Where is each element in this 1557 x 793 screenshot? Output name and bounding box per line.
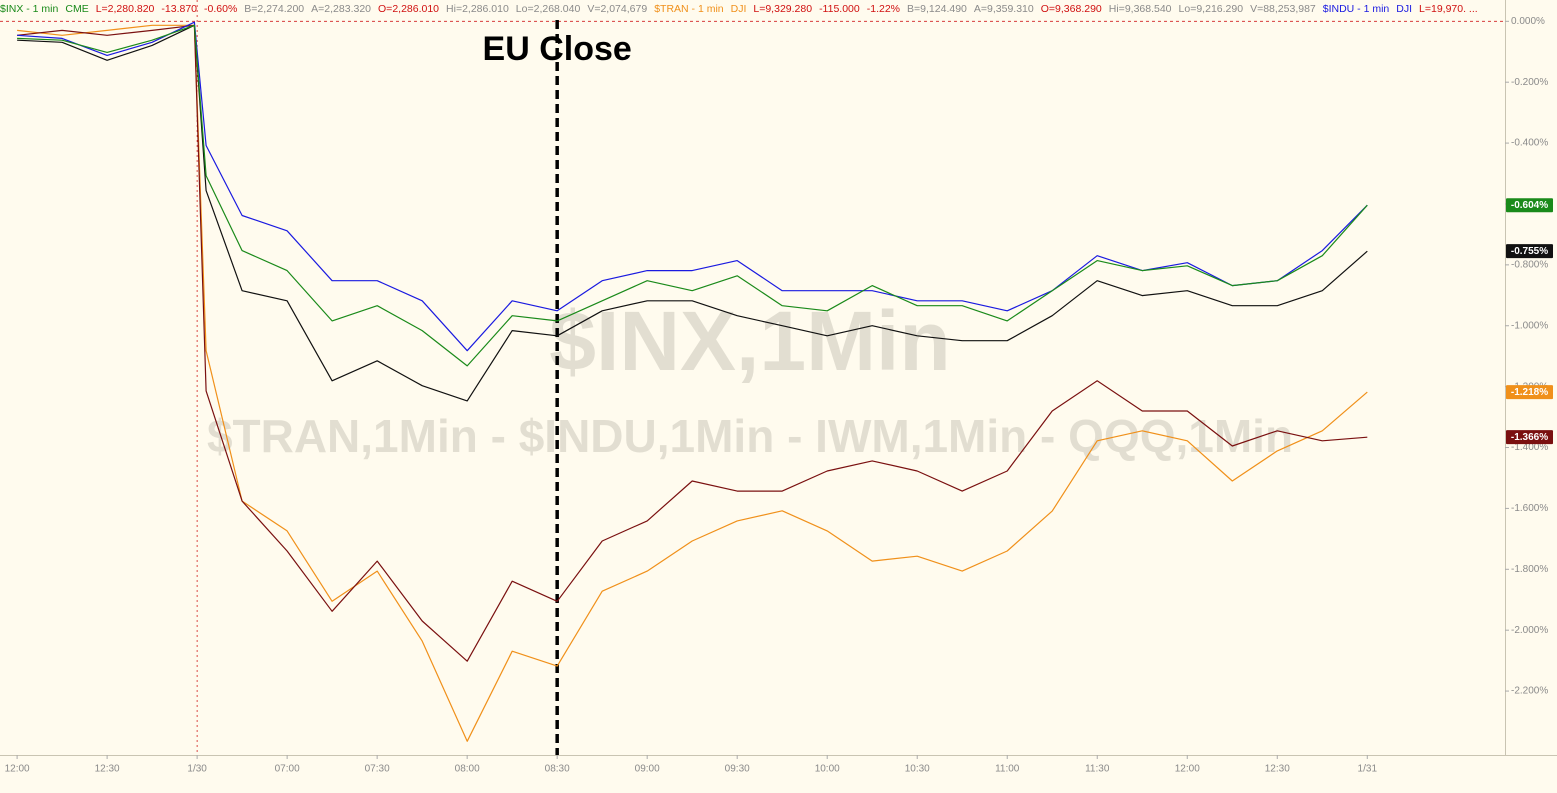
x-tick-label: 10:00 [815,764,840,775]
quote-text: A=9,359.310 [973,3,1034,15]
quote-text: V=2,074,679 [587,3,648,15]
x-tick-label: 08:00 [455,764,480,775]
value-label: -0.604% [1511,200,1548,211]
x-tick-label: 12:00 [1175,764,1200,775]
y-tick-label: -1.000% [1511,320,1548,331]
watermark: $TRAN,1Min - $INDU,1Min - IWM,1Min - QQQ… [207,410,1293,462]
quote-text: -13.870 [161,3,198,15]
quote-text: O=9,368.290 [1040,3,1102,15]
quote-text: DJI [730,3,747,15]
x-tick-label: 07:00 [275,764,300,775]
x-tick-label: 07:30 [365,764,390,775]
x-tick-label: 12:00 [5,764,30,775]
value-badge [1506,430,1553,445]
value-badge [1506,198,1553,213]
quote-text: O=2,286.010 [378,3,440,15]
quote-text: Lo=9,216.290 [1178,3,1244,15]
quote-text: A=2,283.320 [311,3,372,15]
series-line [17,21,1368,352]
series-line [17,24,1368,662]
x-tick-label: 09:30 [725,764,750,775]
value-label: -1.366% [1511,432,1548,443]
x-tick-label: 08:30 [545,764,570,775]
y-tick-label: -0.400% [1511,138,1548,149]
value-badge [1506,244,1553,259]
quote-text: L=19,970. ... [1419,3,1478,15]
y-tick-label: -0.800% [1511,259,1548,270]
quote-header: $INX - 1 min CME L=2,280.820 -13.870 -0.60% B… [0,0,1505,18]
watermark: $INX,1Min [549,294,950,388]
y-tick-label: -1.600% [1511,503,1548,514]
annotation: EU Close [483,30,632,68]
quote-text: CME [65,3,89,15]
series-line [17,24,1368,742]
y-tick-label: -1.800% [1511,564,1548,575]
series-line [17,24,1368,402]
x-tick-label: 12:30 [1265,764,1290,775]
quote-text: B=9,124.490 [907,3,967,15]
x-axis-band [0,755,1557,793]
quote-text: -0.60% [204,3,238,15]
y-tick-label: -0.200% [1511,77,1548,88]
x-tick-label: 1/31 [1358,764,1378,775]
y-tick-label: -2.200% [1511,686,1548,697]
quote-text: V=88,253,987 [1250,3,1316,15]
x-tick-label: 12:30 [95,764,120,775]
quote-text: Hi=9,368.540 [1108,3,1172,15]
value-badge [1506,385,1553,400]
quote-text: $INDU - 1 min [1322,3,1390,15]
value-label: -1.218% [1511,387,1548,398]
x-tick-label: 1/30 [187,764,207,775]
quote-text: B=2,274.200 [244,3,305,15]
x-tick-label: 11:30 [1085,764,1110,775]
quote-text: DJI [1396,3,1413,15]
x-tick-label: 09:00 [635,764,660,775]
quote-text: -115.000 [819,3,860,15]
quote-text: $TRAN - 1 min [654,3,724,15]
quote-text: L=9,329.280 [753,3,813,15]
quote-text: L=2,280.820 [95,3,155,15]
y-tick-label: -1.400% [1511,442,1548,453]
quote-text: Lo=2,268.040 [515,3,581,15]
x-tick-label: 11:00 [995,764,1020,775]
series-line [17,24,1368,367]
y-tick-label: 0.000% [1511,16,1545,27]
quote-text: Hi=2,286.010 [446,3,509,15]
x-tick-label: 10:30 [905,764,930,775]
quote-text: $INX - 1 min [0,3,59,15]
value-label: -0.755% [1511,246,1548,257]
quote-text: -1.22% [866,3,901,15]
y-tick-label: -2.000% [1511,625,1548,636]
